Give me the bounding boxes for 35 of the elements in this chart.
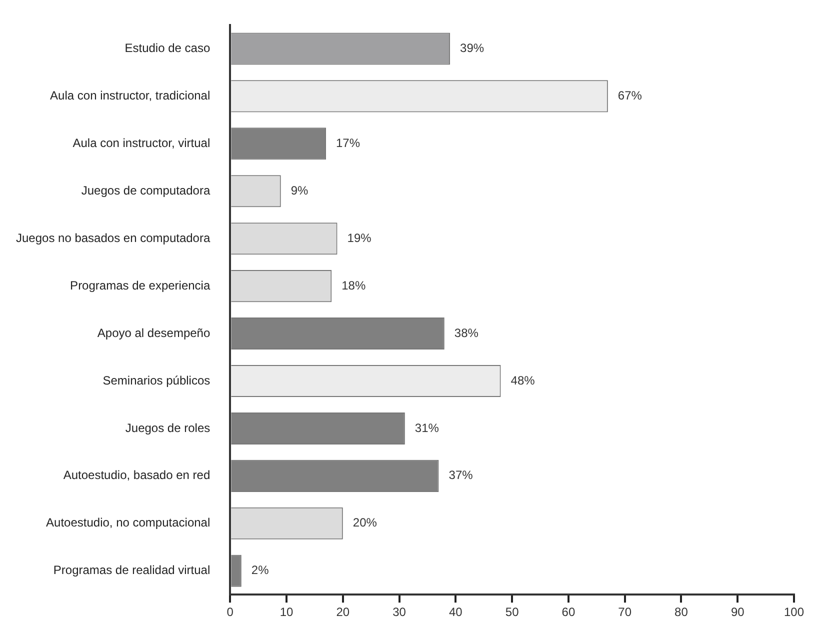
x-tick-label: 70	[618, 605, 632, 620]
y-tick-label: Programas de experiencia	[70, 278, 210, 292]
x-tick-label: 50	[505, 605, 520, 620]
y-tick-label: Autoestudio, basado en red	[63, 468, 210, 482]
data-label: 2%	[251, 563, 270, 578]
data-label: 19%	[347, 230, 372, 245]
x-tick-label: 60	[562, 605, 576, 620]
x-tick-label: 100	[784, 605, 804, 620]
data-label: 38%	[454, 326, 479, 340]
data-label: 39%	[460, 41, 484, 56]
x-tick-label: 40	[449, 605, 463, 620]
y-tick-label: Aula con instructor, tradicional	[50, 88, 210, 103]
x-tick-label: 90	[730, 605, 745, 620]
x-tick-label: 20	[336, 605, 350, 620]
y-tick-label: Autoestudio, no computacional	[46, 516, 210, 530]
data-label: 20%	[352, 516, 378, 530]
data-label: 31%	[414, 420, 440, 435]
x-tick-label: 0	[226, 605, 234, 620]
y-tick-label: Programas de realidad virtual	[53, 563, 210, 578]
data-label: 37%	[448, 468, 474, 482]
y-tick-label: Juegos no basados en computadora	[16, 230, 210, 245]
y-tick-label: Juegos de computadora	[81, 183, 210, 198]
y-tick-label: Aula con instructor, virtual	[72, 136, 210, 150]
data-label: 67%	[618, 88, 642, 103]
y-tick-label: Seminarios públicos	[102, 373, 210, 388]
data-label: 48%	[510, 373, 536, 388]
x-tick-label: 10	[280, 605, 294, 620]
data-label: 18%	[342, 278, 366, 292]
x-tick-label: 30	[392, 605, 406, 620]
x-tick-label: 80	[674, 605, 688, 620]
y-tick-label: Estudio de caso	[124, 41, 210, 56]
y-tick-label: Apoyo al desempeño	[97, 326, 210, 340]
data-label: 9%	[290, 183, 309, 198]
data-label: 17%	[336, 136, 360, 150]
y-tick-label: Juegos de roles	[125, 420, 210, 435]
